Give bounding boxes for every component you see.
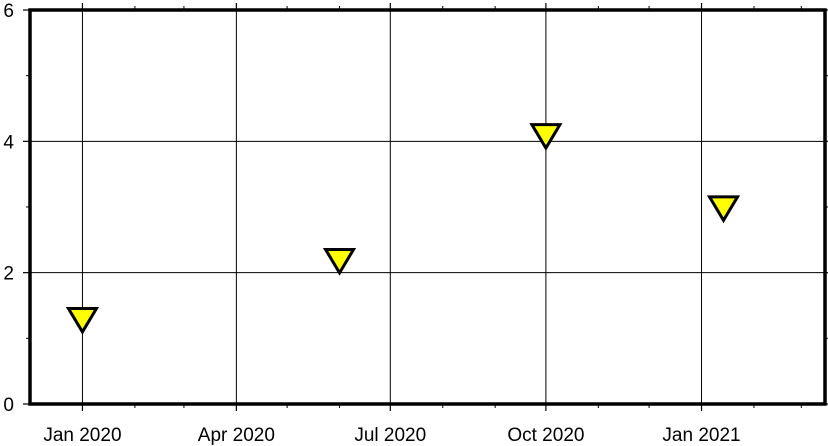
data-points [65,123,741,335]
y-tick-label: 4 [3,132,14,153]
tick-labels: Jan 2020 Apr 2020 Jul 2020 Oct 2020 Jan 2021… [3,1,740,446]
data-point-marker [322,247,357,276]
y-tick-label: 6 [3,1,14,22]
y-tick-label: 2 [3,264,14,285]
data-point-marker [706,195,741,224]
x-tick-label: Apr 2020 [198,425,275,446]
grid [30,10,825,404]
x-tick-label: Jan 2021 [662,425,740,446]
x-tick-label: Jul 2020 [354,425,426,446]
plot-frame [28,8,827,406]
data-point-marker [529,123,563,151]
plot-background [30,10,825,404]
y-tick-label: 0 [3,395,14,416]
x-tick-label: Jan 2020 [43,425,121,446]
data-point-marker [65,307,100,335]
x-tick-label: Oct 2020 [507,425,584,446]
